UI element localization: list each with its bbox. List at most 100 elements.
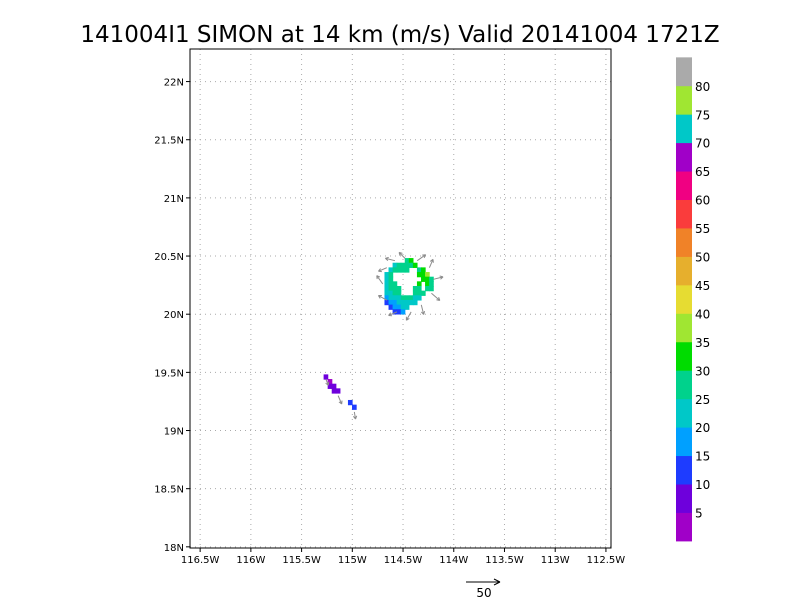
wind-speed-cell	[412, 295, 418, 301]
wind-vector	[376, 275, 384, 285]
colorbar-label: 25	[695, 393, 710, 407]
y-tick-label: 19N	[164, 427, 184, 438]
wind-speed-cell	[416, 267, 422, 273]
wind-speed-cell	[331, 383, 337, 389]
wind-speed-cell	[425, 276, 430, 282]
colorbar-label: 50	[695, 251, 710, 265]
wind-speed-cell	[412, 299, 418, 306]
plot-frame	[189, 48, 612, 549]
colorbar-segment	[676, 256, 692, 286]
reference-vector-arrowhead	[493, 578, 501, 586]
x-tick-label: 116.5W	[181, 555, 220, 566]
x-tick-label: 114.5W	[384, 555, 423, 566]
y-tick-label: 18N	[164, 543, 184, 554]
wind-speed-cell	[404, 299, 410, 306]
wind-speed-cell	[392, 262, 398, 268]
wind-speed-cell	[347, 399, 353, 406]
x-tick-label: 113W	[541, 555, 570, 566]
chart-title: 141004I1 SIMON at 14 km (m/s) Valid 2014…	[80, 22, 719, 48]
wind-speed-cell	[400, 295, 406, 301]
wind-speed-cell	[408, 295, 414, 301]
colorbar-label: 15	[695, 450, 710, 464]
wind-speed-cell	[392, 295, 398, 301]
wind-speed-cell	[384, 272, 390, 278]
wind-speed-cell	[388, 276, 394, 282]
wind-speed-cell	[404, 262, 410, 268]
wind-speed-cell	[384, 281, 390, 287]
wind-speed-cell	[396, 309, 402, 315]
colorbar-label: 10	[695, 478, 710, 492]
wind-speed-cell	[400, 262, 406, 268]
wind-vector	[433, 275, 444, 280]
wind-speed-cell	[352, 404, 357, 410]
wind-speed-cell	[429, 285, 434, 292]
wind-vectors	[325, 251, 444, 420]
x-axis-ticks: 116.5W 116W 115.5W 115W 114.5W 114W 113.5W 113W…	[181, 548, 625, 566]
x-tick-label: 115.5W	[282, 555, 321, 566]
wind-speed-cell	[396, 267, 402, 273]
wind-vector	[377, 294, 388, 301]
wind-speed-cell	[388, 299, 394, 306]
wind-vector	[352, 411, 358, 420]
wind-vector	[384, 256, 396, 262]
wind-speed-cell	[388, 272, 394, 278]
wind-vector	[405, 311, 412, 321]
colorbar-segment	[676, 455, 692, 485]
colorbar-segment	[676, 199, 692, 229]
colorbar-label: 30	[695, 364, 710, 378]
colorbar-segment	[676, 228, 692, 257]
y-tick-label: 21.5N	[154, 136, 184, 147]
wind-speed-cell	[416, 285, 422, 292]
wind-speed-cell	[429, 276, 434, 282]
colorbar-label: 70	[695, 137, 710, 151]
colorbar-label: 80	[695, 80, 710, 94]
y-tick-label: 20.5N	[154, 252, 184, 263]
x-tick-label: 113.5W	[485, 555, 524, 566]
x-tick-label: 116W	[236, 555, 265, 566]
wind-vector	[337, 395, 343, 405]
wind-speed-cell	[331, 388, 337, 394]
wind-speed-cell	[429, 281, 434, 287]
wind-speed-cell	[420, 272, 426, 278]
wind-speed-cell	[392, 299, 398, 306]
wind-speed-cell	[420, 290, 426, 296]
wind-vector	[431, 292, 441, 301]
colorbar-segment	[676, 171, 692, 200]
wind-speed-cell	[404, 295, 410, 301]
wind-speed-cell	[400, 299, 406, 306]
wind-speed-cell	[323, 374, 329, 380]
wind-vector	[325, 379, 330, 386]
colorbar-segment	[676, 57, 692, 87]
colorbar-label: 45	[695, 279, 710, 293]
wind-speed-cell	[416, 290, 422, 296]
wind-speed-cell	[416, 281, 422, 287]
wind-speed-cell	[396, 295, 402, 301]
colorbar: 5 10 15 20 25 30 35 40 45 50 55 60 65 70 75 80	[676, 57, 710, 542]
wind-vector	[388, 311, 398, 317]
wind-speed-cell	[404, 258, 410, 264]
wind-speed-cell	[416, 295, 422, 301]
wind-speed-cell	[396, 290, 402, 296]
y-tick-label: 22N	[164, 78, 184, 89]
wind-speed-cell	[384, 299, 390, 306]
wind-speed-cell	[392, 281, 398, 287]
colorbar-label: 60	[695, 194, 710, 208]
wind-speed-cell	[425, 285, 430, 292]
wind-speed-cell	[392, 267, 398, 273]
wind-speed-cell	[388, 285, 394, 292]
wind-speed-cell	[392, 309, 398, 315]
colorbar-segment	[676, 114, 692, 144]
wind-speed-cell	[425, 272, 430, 278]
wind-speed-cell	[388, 290, 394, 296]
y-tick-label: 19.5N	[154, 368, 184, 379]
wind-vector	[416, 254, 427, 262]
wind-vector	[398, 251, 406, 259]
colorbar-segment	[676, 370, 692, 400]
colorbar-segment	[676, 398, 692, 428]
wind-speed-cell	[327, 379, 333, 385]
colorbar-label: 40	[695, 307, 710, 321]
wind-speed-cell	[408, 299, 414, 306]
colorbar-segment	[676, 284, 692, 314]
